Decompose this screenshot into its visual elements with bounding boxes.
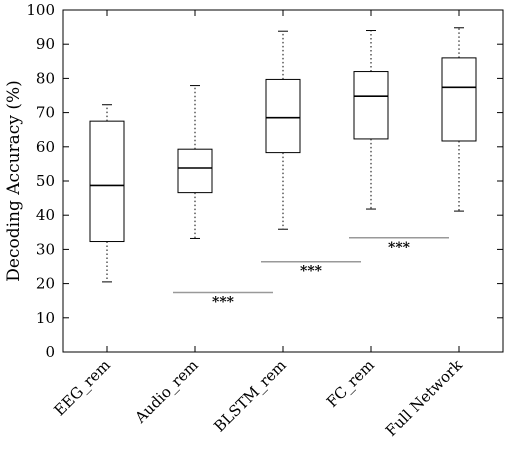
y-tick-label: 0 bbox=[45, 343, 55, 361]
category-label: EEG_rem bbox=[50, 356, 113, 419]
x-axis-tick-labels: EEG_rem Audio_rem BLSTM_rem FC_rem Full Netw… bbox=[50, 355, 466, 440]
plot-frame bbox=[62, 9, 504, 353]
y-tick-label: 40 bbox=[36, 206, 55, 224]
box-iqr bbox=[89, 120, 125, 243]
y-tick-label: 30 bbox=[36, 240, 55, 258]
box-iqr bbox=[441, 57, 477, 142]
box-audio-rem bbox=[177, 85, 213, 239]
box-iqr bbox=[177, 148, 213, 194]
y-tick-label: 100 bbox=[26, 1, 55, 19]
y-tick-label: 50 bbox=[36, 172, 55, 190]
y-axis-label: Decoding Accuracy (%) bbox=[4, 80, 24, 281]
y-tick-label: 10 bbox=[36, 309, 55, 327]
category-label: BLSTM_rem bbox=[210, 356, 289, 435]
box-fc-rem bbox=[353, 30, 389, 210]
y-tick-label: 70 bbox=[36, 104, 55, 122]
significance-label: *** bbox=[388, 240, 411, 256]
box-series bbox=[89, 27, 477, 283]
box-iqr bbox=[265, 78, 301, 154]
category-label: FC_rem bbox=[323, 356, 378, 411]
significance-label: *** bbox=[212, 294, 235, 310]
y-tick-label: 20 bbox=[36, 275, 55, 293]
y-axis-ticks: 0 10 20 30 40 50 60 70 80 90 100 bbox=[26, 1, 503, 361]
y-tick-label: 80 bbox=[36, 69, 55, 87]
box-blstm-rem bbox=[265, 30, 301, 230]
category-label: Audio_rem bbox=[131, 356, 202, 427]
box-eeg-rem bbox=[89, 104, 125, 283]
y-tick-label: 90 bbox=[36, 35, 55, 53]
significance-annotations: *** *** *** bbox=[173, 237, 449, 310]
y-tick-label: 60 bbox=[36, 138, 55, 156]
category-label: Full Network bbox=[382, 355, 467, 440]
box-iqr bbox=[353, 71, 389, 140]
significance-label: *** bbox=[300, 264, 323, 280]
box-full-network bbox=[441, 27, 477, 212]
